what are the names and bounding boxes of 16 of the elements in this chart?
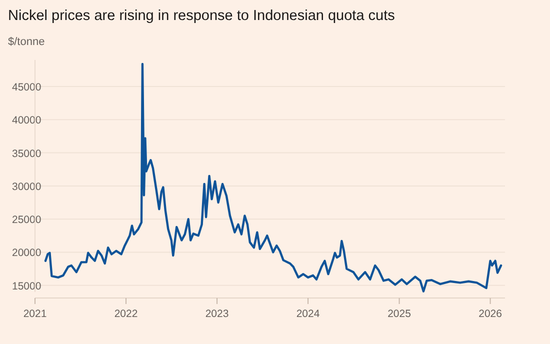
y-axis-title: $/tonne <box>8 36 45 48</box>
x-tick-label: 2026 <box>478 308 502 320</box>
x-tick-label: 2021 <box>23 308 47 320</box>
y-tick-label: 40000 <box>12 114 42 127</box>
x-tick-label: 2025 <box>388 308 412 320</box>
y-tick-label: 30000 <box>12 180 42 193</box>
y-tick-label: 20000 <box>12 247 42 260</box>
y-tick-label: 45000 <box>12 82 42 94</box>
chart-title: Nickel prices are rising in response to Indonesian quota cuts <box>8 8 395 24</box>
x-tick-label: 2024 <box>296 308 320 320</box>
x-tick-label: 2022 <box>114 308 138 320</box>
y-tick-label: 15000 <box>12 280 42 292</box>
y-tick-label: 25000 <box>12 214 42 226</box>
line-series <box>44 62 502 292</box>
x-tick-label: 2023 <box>205 308 229 320</box>
y-tick-label: 35000 <box>12 148 42 160</box>
